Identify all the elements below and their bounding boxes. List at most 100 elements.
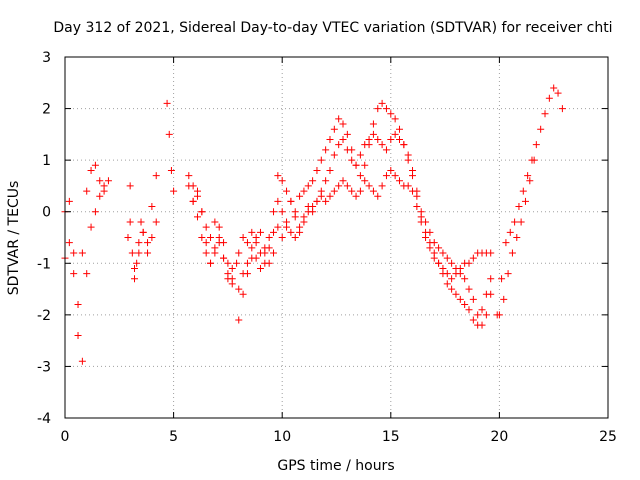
data-point bbox=[135, 239, 143, 247]
data-point bbox=[495, 311, 503, 319]
data-point bbox=[65, 239, 73, 247]
data-point bbox=[404, 182, 412, 190]
data-point bbox=[235, 316, 243, 324]
data-point bbox=[300, 218, 308, 226]
data-point bbox=[413, 192, 421, 200]
data-point bbox=[322, 197, 330, 205]
data-point bbox=[404, 156, 412, 164]
data-point bbox=[309, 177, 317, 185]
data-point bbox=[474, 311, 482, 319]
data-point bbox=[374, 192, 382, 200]
data-point bbox=[163, 99, 171, 107]
data-point bbox=[369, 130, 377, 138]
data-point bbox=[545, 94, 553, 102]
data-point bbox=[233, 259, 241, 267]
data-point bbox=[96, 177, 104, 185]
data-point bbox=[283, 187, 291, 195]
data-point bbox=[137, 218, 145, 226]
data-point bbox=[448, 275, 456, 283]
y-tick-label: -1 bbox=[37, 256, 51, 272]
data-point bbox=[352, 192, 360, 200]
data-point bbox=[193, 187, 201, 195]
data-point bbox=[430, 254, 438, 262]
data-point bbox=[235, 285, 243, 293]
data-point bbox=[185, 182, 193, 190]
data-point bbox=[211, 218, 219, 226]
data-point bbox=[435, 244, 443, 252]
data-point bbox=[339, 136, 347, 144]
data-point bbox=[461, 301, 469, 309]
data-point bbox=[278, 208, 286, 216]
data-point bbox=[382, 172, 390, 180]
data-point bbox=[256, 264, 264, 272]
data-point bbox=[443, 280, 451, 288]
data-point bbox=[148, 203, 156, 211]
data-point bbox=[287, 228, 295, 236]
data-point bbox=[252, 234, 260, 241]
data-point bbox=[317, 156, 325, 164]
y-tick-label: 2 bbox=[42, 102, 51, 118]
y-tick-label: 0 bbox=[42, 205, 51, 221]
data-point bbox=[558, 105, 566, 113]
data-point bbox=[215, 223, 223, 231]
data-point bbox=[220, 254, 228, 262]
data-point bbox=[91, 161, 99, 169]
data-point bbox=[369, 187, 377, 195]
data-point bbox=[435, 259, 443, 267]
data-point bbox=[417, 218, 425, 226]
data-points bbox=[61, 84, 566, 365]
data-point bbox=[400, 141, 408, 149]
data-point bbox=[313, 197, 321, 205]
data-point bbox=[291, 234, 299, 241]
data-point bbox=[265, 259, 273, 267]
data-point bbox=[207, 259, 215, 267]
data-point bbox=[469, 254, 477, 262]
data-point bbox=[395, 177, 403, 185]
data-point bbox=[482, 290, 490, 298]
data-point bbox=[554, 89, 562, 97]
data-point bbox=[465, 259, 473, 267]
data-point bbox=[343, 130, 351, 138]
data-point bbox=[387, 136, 395, 144]
data-point bbox=[152, 218, 160, 226]
data-point bbox=[382, 146, 390, 154]
data-point bbox=[550, 84, 558, 92]
data-point bbox=[128, 249, 136, 257]
grid-lines bbox=[65, 57, 608, 418]
data-point bbox=[144, 249, 152, 257]
data-point bbox=[144, 239, 152, 247]
data-point bbox=[387, 110, 395, 118]
data-point bbox=[313, 166, 321, 174]
data-point bbox=[487, 275, 495, 283]
data-point bbox=[256, 249, 264, 257]
data-point bbox=[487, 249, 495, 257]
data-point bbox=[478, 306, 486, 314]
x-tick-label: 5 bbox=[169, 429, 178, 445]
data-point bbox=[330, 151, 338, 159]
data-point bbox=[519, 187, 527, 195]
data-point bbox=[198, 208, 206, 216]
data-point bbox=[131, 264, 139, 272]
data-point bbox=[291, 213, 299, 221]
data-point bbox=[352, 161, 360, 169]
chart-title: Day 312 of 2021, Sidereal Day-to-day VTE… bbox=[53, 20, 612, 36]
x-axis-label: GPS time / hours bbox=[277, 458, 394, 474]
data-point bbox=[469, 316, 477, 324]
data-point bbox=[469, 295, 477, 303]
data-point bbox=[465, 285, 473, 293]
data-point bbox=[228, 264, 236, 272]
data-point bbox=[167, 166, 175, 174]
data-point bbox=[278, 234, 286, 241]
data-point bbox=[335, 115, 343, 123]
data-point bbox=[395, 136, 403, 144]
data-point bbox=[326, 136, 334, 144]
data-point bbox=[220, 239, 228, 247]
data-point bbox=[502, 239, 510, 247]
y-tick-label: -4 bbox=[37, 411, 51, 427]
data-point bbox=[335, 141, 343, 149]
data-point bbox=[387, 166, 395, 174]
data-point bbox=[343, 182, 351, 190]
data-point bbox=[356, 187, 364, 195]
data-point bbox=[456, 264, 464, 272]
data-point bbox=[413, 203, 421, 211]
